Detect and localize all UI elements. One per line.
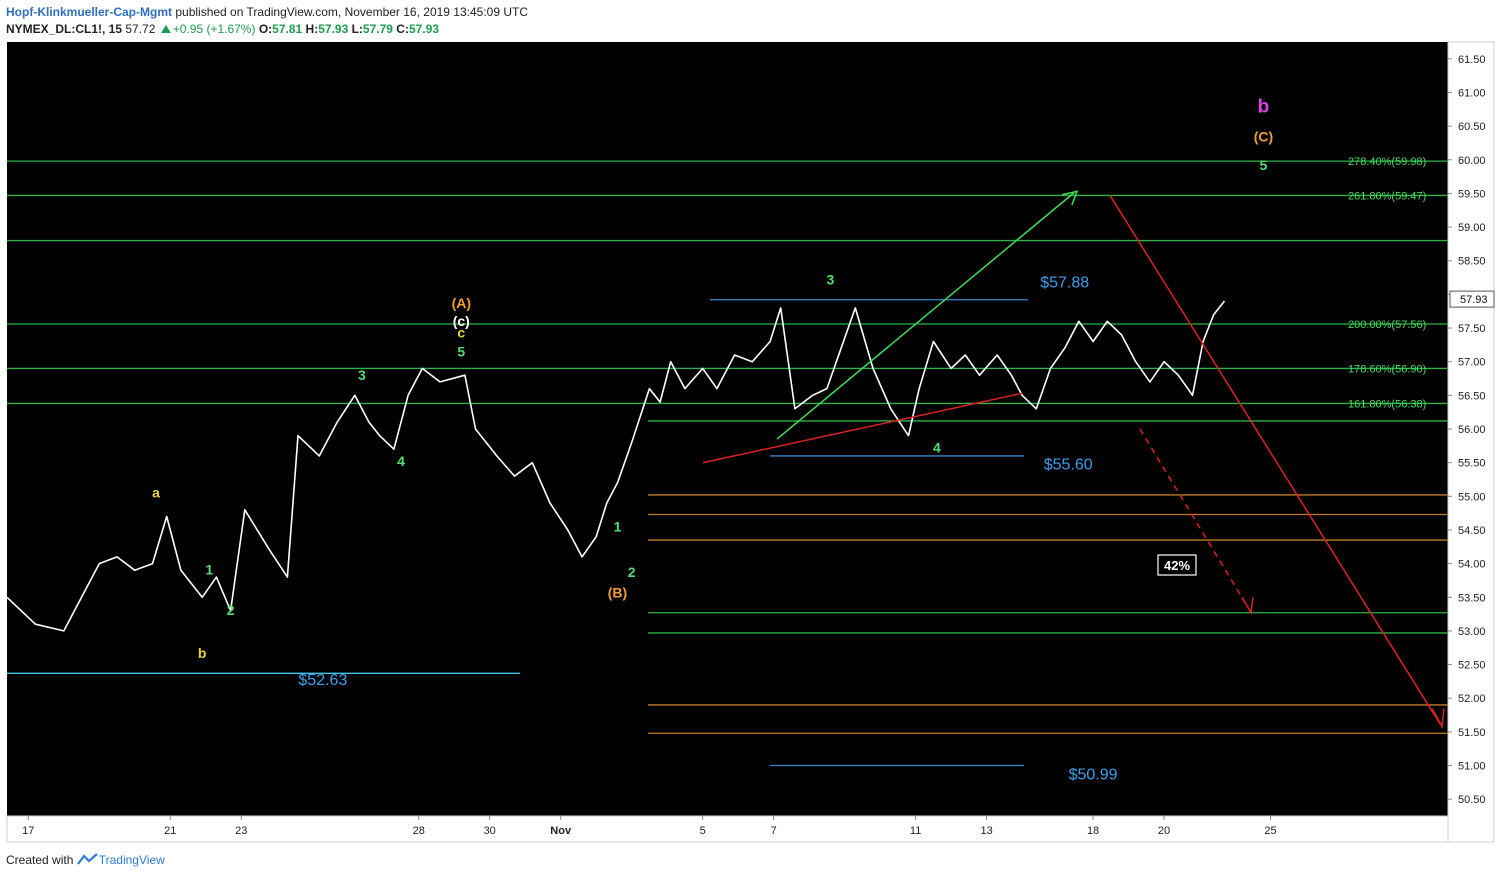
wave-label-4: 3 (358, 367, 366, 383)
x-tick-label-12: 25 (1264, 825, 1276, 837)
low-value: 57.79 (362, 22, 393, 36)
y-tick-label-7: 54.00 (1458, 559, 1486, 571)
probability-label: 42% (1164, 558, 1190, 573)
wave-label-6: 5 (457, 343, 465, 359)
fib-label-0: 278.40%(59.98) (1348, 156, 1426, 168)
y-tick-label-11: 56.00 (1458, 424, 1486, 436)
wave-label-9: (A) (452, 295, 471, 311)
published-text: published on TradingView.com, November 1… (175, 5, 529, 19)
up-arrow-head-icon (1061, 190, 1079, 206)
y-tick-label-14: 57.50 (1458, 323, 1486, 335)
price-axis (1447, 41, 1495, 843)
x-tick-label-2: 23 (235, 825, 247, 837)
wave-label-7: c (457, 324, 465, 340)
wave-label-15: 5 (1260, 157, 1268, 173)
current-price-label: 57.93 (1460, 294, 1488, 306)
y-tick-label-21: 61.00 (1458, 87, 1486, 99)
publisher-link[interactable]: Hopf-Klinkmueller-Cap-Mgmt (6, 5, 172, 19)
wave-label-3: 2 (227, 602, 235, 618)
price-level-label-3: $50.99 (1069, 767, 1118, 784)
down-arrow-head-icon (1431, 707, 1445, 729)
y-tick-label-10: 55.50 (1458, 458, 1486, 470)
wave-label-13: 3 (827, 271, 835, 287)
y-tick-label-2: 51.50 (1458, 727, 1486, 739)
y-tick-label-12: 56.50 (1458, 390, 1486, 402)
wave-label-10: 1 (614, 518, 622, 534)
fib-label-1: 261.80%(59.47) (1348, 190, 1426, 202)
down-projection-arrow (1109, 195, 1441, 725)
x-tick-label-0: 17 (22, 825, 34, 837)
wave-label-5: 4 (397, 453, 405, 469)
open-value: 57.81 (272, 22, 303, 36)
symbol-name[interactable]: NYMEX_DL:CL1!, 15 (6, 22, 123, 36)
wave-label-17: b (1258, 97, 1270, 118)
open-label: O: (258, 22, 273, 36)
wave-label-11: 2 (628, 564, 636, 580)
x-tick-label-9: 13 (980, 825, 992, 837)
wave-label-2: 1 (205, 561, 213, 577)
price-level-label-1: $57.88 (1040, 275, 1089, 292)
footer: Created with TradingView (6, 853, 165, 867)
y-tick-label-0: 50.50 (1458, 794, 1486, 806)
y-tick-label-6: 53.50 (1458, 592, 1486, 604)
chart-plot-area (7, 42, 1448, 816)
price-level-label-0: $52.63 (298, 672, 347, 689)
up-target-arrow (776, 192, 1075, 440)
y-tick-label-17: 59.00 (1458, 222, 1486, 234)
y-tick-label-19: 60.00 (1458, 155, 1486, 167)
wave-label-12: (B) (608, 584, 627, 600)
wave-label-0: a (152, 485, 160, 501)
x-tick-label-10: 18 (1087, 825, 1099, 837)
y-tick-label-8: 54.50 (1458, 525, 1486, 537)
high-value: 57.93 (318, 22, 349, 36)
high-label: H: (305, 22, 319, 36)
x-tick-label-6: 5 (700, 825, 706, 837)
y-tick-label-18: 59.50 (1458, 188, 1486, 200)
wave-label-16: (C) (1254, 129, 1273, 145)
wave-label-8: (c) (453, 313, 470, 329)
support-trendline (702, 392, 1023, 464)
wave-label-1: b (198, 645, 207, 661)
x-tick-label-4: 30 (484, 825, 496, 837)
y-tick-label-22: 61.50 (1458, 54, 1486, 66)
x-tick-label-8: 11 (910, 825, 921, 837)
price-series-line (6, 300, 1226, 632)
x-tick-label-7: 7 (771, 825, 777, 837)
x-tick-label-11: 20 (1158, 825, 1170, 837)
y-tick-label-4: 52.50 (1458, 660, 1486, 672)
symbol-info: NYMEX_DL:CL1!, 15 57.72 +0.95 (+1.67%) O… (6, 22, 439, 36)
price-change: +0.95 (+1.67%) (172, 22, 256, 36)
tradingview-logo-icon (76, 853, 98, 865)
dashed-projection (1139, 428, 1251, 612)
x-tick-label-3: 28 (413, 825, 425, 837)
dashed-arrow-head-icon (1241, 596, 1254, 616)
time-axis (6, 815, 1449, 843)
y-tick-label-16: 58.50 (1458, 256, 1486, 268)
publish-info: Hopf-Klinkmueller-Cap-Mgmt published on … (6, 5, 528, 19)
x-tick-label-1: 21 (164, 825, 176, 837)
price-level-label-2: $55.60 (1044, 456, 1093, 473)
y-tick-label-3: 52.00 (1458, 693, 1486, 705)
tradingview-brand[interactable]: TradingView (98, 853, 165, 867)
current-price-tag (1449, 290, 1495, 308)
x-tick-label-5: Nov (550, 825, 572, 837)
fib-label-4: 161.80%(56.38) (1348, 398, 1426, 410)
probability-box (1157, 554, 1197, 576)
y-tick-label-20: 60.50 (1458, 121, 1486, 133)
close-value: 57.93 (408, 22, 439, 36)
wave-label-14: 4 (933, 440, 941, 456)
fib-label-3: 178.60%(56.90) (1348, 363, 1426, 375)
close-label: C: (396, 22, 409, 36)
low-label: L: (351, 22, 363, 36)
y-tick-label-13: 57.00 (1458, 357, 1486, 369)
y-tick-label-9: 55.00 (1458, 491, 1486, 503)
y-tick-label-5: 53.00 (1458, 626, 1486, 638)
last-price: 57.72 (125, 22, 156, 36)
created-text: Created with (6, 853, 74, 867)
up-triangle-icon (160, 25, 171, 33)
fib-label-2: 200.00%(57.56) (1348, 319, 1426, 331)
y-tick-label-1: 51.00 (1458, 761, 1486, 773)
